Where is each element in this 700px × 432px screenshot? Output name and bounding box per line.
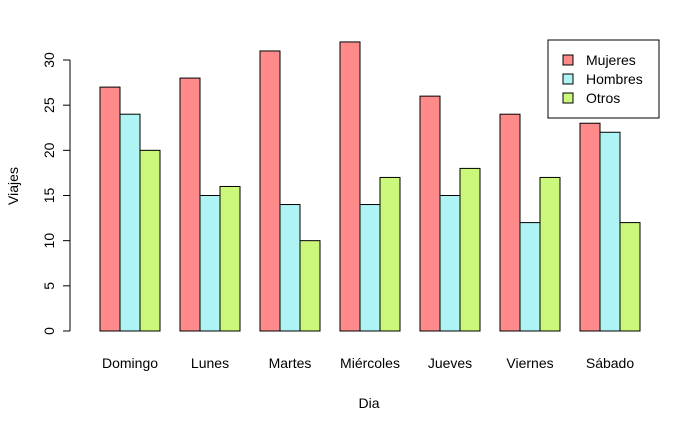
x-tick-label: Jueves [428, 355, 472, 371]
bar-otros-4 [379, 176, 401, 332]
y-axis: 0 5 10 15 20 25 30 [41, 52, 71, 335]
x-tick-label: Sábado [586, 355, 634, 371]
bar-mujeres-1 [99, 86, 121, 332]
legend-swatch-mujeres [562, 54, 574, 66]
x-tick-label: Martes [269, 355, 312, 371]
bar-hombres-2 [199, 195, 221, 332]
bar-mujeres-4 [339, 41, 361, 332]
x-axis-title: Dia [358, 395, 379, 411]
legend-label-mujeres: Mujeres [586, 52, 636, 68]
x-tick-label: Lunes [191, 355, 229, 371]
y-tick-label: 20 [41, 142, 57, 158]
y-axis-title: Viajes [5, 167, 21, 205]
legend-swatch-hombres [562, 73, 574, 85]
bar-otros-2 [219, 185, 241, 332]
y-tick-label: 30 [41, 52, 57, 68]
bar-hombres-7 [599, 131, 621, 332]
y-tick-label: 15 [41, 188, 57, 204]
bar-otros-7 [619, 222, 641, 332]
y-tick-label: 0 [41, 327, 57, 335]
y-tick-label: 5 [41, 282, 57, 290]
legend: Mujeres Hombres Otros [547, 39, 660, 119]
bar-hombres-4 [359, 204, 381, 332]
x-tick-label: Miércoles [340, 355, 400, 371]
bar-mujeres-5 [419, 95, 441, 332]
legend-label-otros: Otros [586, 90, 620, 106]
x-tick-label: Domingo [102, 355, 158, 371]
bar-mujeres-2 [179, 77, 201, 332]
x-tick-label: Viernes [506, 355, 553, 371]
bar-mujeres-7 [579, 122, 601, 332]
bar-hombres-3 [279, 204, 301, 332]
bar-hombres-1 [119, 113, 141, 332]
bar-mujeres-3 [259, 50, 281, 332]
legend-swatch-otros [562, 92, 574, 104]
bar-otros-3 [299, 240, 321, 332]
bar-hombres-6 [519, 222, 541, 332]
bar-otros-5 [459, 167, 481, 332]
bars-layer [99, 41, 641, 332]
x-axis: Domingo Lunes Martes Miércoles Jueves Viernes… [102, 355, 634, 371]
y-tick-label: 10 [41, 233, 57, 249]
bar-otros-1 [139, 149, 161, 332]
bar-mujeres-6 [499, 113, 521, 332]
legend-label-hombres: Hombres [586, 71, 643, 87]
y-tick-label: 25 [41, 97, 57, 113]
bar-hombres-5 [439, 195, 461, 332]
bar-otros-6 [539, 176, 561, 332]
